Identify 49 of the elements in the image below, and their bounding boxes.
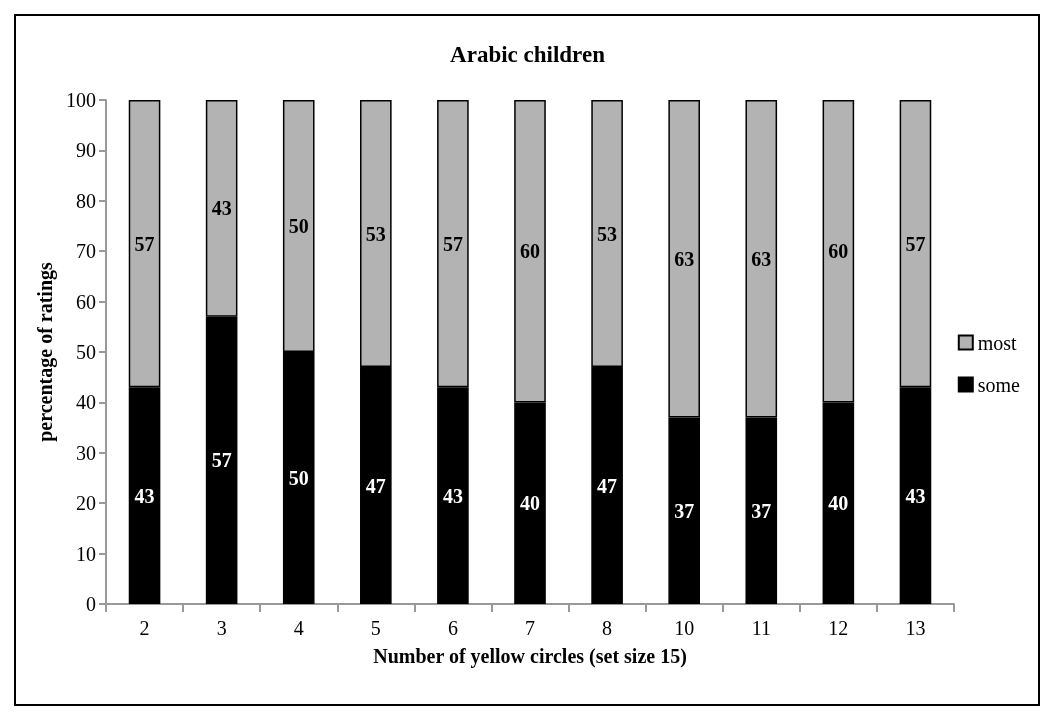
data-label: 57 xyxy=(905,232,926,255)
y-tick-label: 0 xyxy=(86,593,96,615)
x-tick-label: 6 xyxy=(447,617,458,639)
data-label: 53 xyxy=(597,222,618,245)
data-label: 60 xyxy=(520,240,540,263)
x-tick-label: 3 xyxy=(216,617,227,639)
data-label: 40 xyxy=(828,492,849,515)
y-tick-label: 40 xyxy=(76,391,96,414)
data-label: 47 xyxy=(597,474,618,497)
data-label: 40 xyxy=(520,492,540,515)
data-label: 50 xyxy=(288,215,309,237)
x-tick-label: 10 xyxy=(674,617,695,639)
data-label: 43 xyxy=(134,484,155,507)
data-label: 60 xyxy=(828,240,849,263)
y-tick-label: 20 xyxy=(76,492,96,515)
data-label: 57 xyxy=(211,449,232,472)
data-label: 43 xyxy=(442,484,463,507)
data-label: 57 xyxy=(442,232,463,255)
data-label: 50 xyxy=(288,467,309,489)
x-tick-label: 8 xyxy=(602,617,613,639)
data-label: 43 xyxy=(905,484,926,507)
data-label: 57 xyxy=(134,232,155,255)
data-label: 43 xyxy=(211,197,232,220)
x-tick-label: 12 xyxy=(828,617,849,639)
y-tick-label: 70 xyxy=(76,240,96,263)
x-tick-label: 4 xyxy=(293,617,304,639)
x-tick-label: 5 xyxy=(370,617,381,639)
data-label: 37 xyxy=(674,499,695,522)
data-label: 63 xyxy=(751,247,772,270)
legend-label: most xyxy=(977,331,1018,354)
legend-label: some xyxy=(977,373,1021,396)
y-tick-label: 60 xyxy=(76,290,96,313)
y-tick-label: 90 xyxy=(76,139,96,162)
x-tick-label: 11 xyxy=(751,617,771,639)
x-tick-label: 13 xyxy=(905,617,926,639)
y-tick-label: 100 xyxy=(66,89,96,111)
x-tick-label: 2 xyxy=(139,617,150,639)
y-tick-label: 10 xyxy=(76,542,96,565)
data-label: 63 xyxy=(674,247,695,270)
y-axis-title: percentage of ratings xyxy=(34,261,58,442)
y-tick-label: 30 xyxy=(76,441,96,464)
data-label: 37 xyxy=(751,499,772,522)
chart-title: Arabic children xyxy=(450,42,606,67)
x-tick-label: 7 xyxy=(525,617,535,639)
data-label: 47 xyxy=(365,474,386,497)
x-axis-title: Number of yellow circles (set size 15) xyxy=(373,645,687,668)
y-tick-label: 50 xyxy=(76,341,96,363)
data-label: 53 xyxy=(365,222,386,245)
y-tick-label: 80 xyxy=(76,189,96,212)
